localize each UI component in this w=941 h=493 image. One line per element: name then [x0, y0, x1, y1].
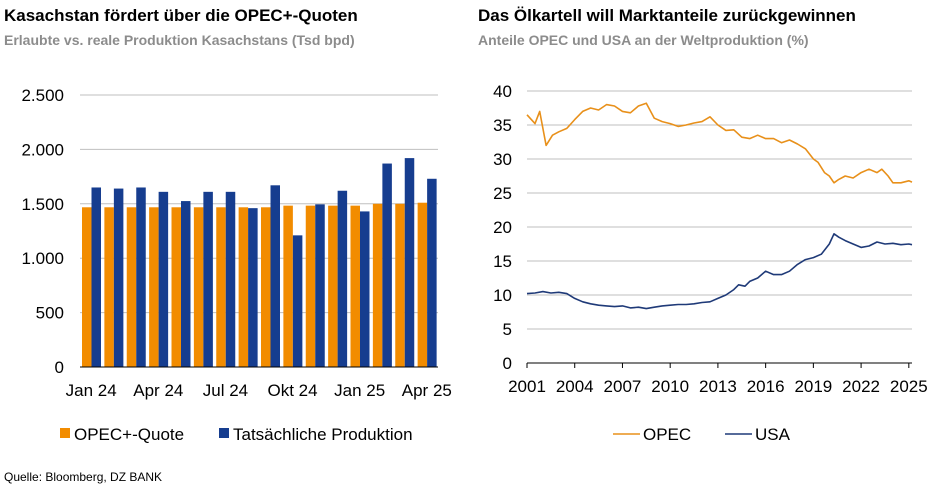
line-x-tick-label: 2001: [508, 377, 546, 396]
legend-label-usa: USA: [755, 425, 791, 444]
line-y-tick-label: 15: [493, 252, 512, 271]
bar-quota: [238, 207, 249, 367]
line-x-tick-label: 2019: [794, 377, 832, 396]
bar-quota: [395, 203, 405, 367]
line-x-tick-label: 2007: [604, 377, 642, 396]
line-x-tick-label: 2016: [747, 377, 785, 396]
line-x-tick-label: 2004: [556, 377, 594, 396]
line-y-tick-label: 35: [493, 116, 512, 135]
line-x-tick-label: 2025: [890, 377, 928, 396]
bar-quota: [193, 207, 204, 367]
bar-production: [427, 178, 437, 367]
line-y-tick-label: 25: [493, 184, 512, 203]
line-y-tick-label: 10: [493, 286, 512, 305]
bar-y-tick-label: 0: [55, 358, 64, 377]
line-y-tick-label: 40: [493, 82, 512, 101]
left-chart-title: Kasachstan fördert über die OPEC+-Quoten: [4, 6, 358, 25]
bar-quota: [417, 202, 428, 367]
bar-production: [292, 235, 303, 367]
legend-label-quota: OPEC+-Quote: [74, 425, 184, 444]
bar-quota: [149, 207, 159, 367]
bar-production: [337, 190, 348, 367]
right-chart-title: Das Ölkartell will Marktanteile zurückge…: [478, 6, 856, 25]
line-y-tick-label: 20: [493, 218, 512, 237]
line-series-usa: [526, 233, 913, 310]
bar-quota: [372, 203, 383, 367]
line-series-opec: [526, 102, 913, 184]
line-y-tick-label: 5: [503, 320, 512, 339]
bar-x-tick-label: Apr 24: [133, 381, 183, 400]
line-y-tick-label: 0: [503, 354, 512, 373]
bar-quota: [126, 207, 137, 367]
legend-label-opec: OPEC: [643, 425, 691, 444]
bar-y-tick-label: 2.500: [21, 86, 64, 105]
bar-x-tick-label: Okt 24: [268, 381, 318, 400]
bar-production: [360, 211, 370, 367]
left-chart-subtitle: Erlaubte vs. reale Produktion Kasachstan…: [4, 32, 355, 48]
bar-x-tick-label: Jan 25: [334, 381, 385, 400]
line-y-tick-label: 30: [493, 150, 512, 169]
bar-y-tick-label: 1.000: [21, 249, 64, 268]
bar-production: [225, 191, 236, 367]
bar-quota: [261, 207, 271, 367]
line-x-tick-label: 2013: [699, 377, 737, 396]
bar-quota: [328, 205, 338, 367]
bar-x-tick-label: Apr 25: [402, 381, 452, 400]
bar-x-tick-label: Jul 24: [203, 381, 248, 400]
bar-production: [181, 201, 191, 367]
legend-swatch-quota: [60, 428, 70, 438]
bar-production: [136, 187, 146, 367]
line-x-tick-label: 2010: [651, 377, 689, 396]
bar-y-tick-label: 1.500: [21, 195, 64, 214]
bar-production: [382, 163, 392, 367]
bar-y-tick-label: 2.000: [21, 140, 64, 159]
bar-production: [270, 185, 280, 367]
bar-quota: [305, 205, 316, 367]
legend-label-production: Tatsächliche Produktion: [233, 425, 413, 444]
legend-swatch-production: [219, 428, 229, 438]
bar-quota: [82, 207, 92, 367]
bar-production: [315, 204, 325, 367]
bar-production: [248, 208, 258, 367]
bar-quota: [350, 205, 360, 367]
bar-production: [91, 187, 101, 367]
bar-x-tick-label: Jan 24: [66, 381, 117, 400]
right-chart-subtitle: Anteile OPEC und USA an der Weltprodukti…: [478, 32, 809, 48]
line-x-tick-label: 2022: [842, 377, 880, 396]
bar-production: [203, 191, 213, 367]
bar-production: [158, 191, 169, 367]
bar-quota: [171, 207, 181, 367]
bar-y-tick-label: 500: [36, 304, 64, 323]
bar-production: [404, 158, 415, 367]
bar-quota: [283, 205, 293, 367]
source-note: Quelle: Bloomberg, DZ BANK: [4, 470, 163, 484]
bar-production: [113, 188, 124, 367]
bar-quota: [104, 207, 114, 367]
bar-quota: [216, 207, 226, 367]
